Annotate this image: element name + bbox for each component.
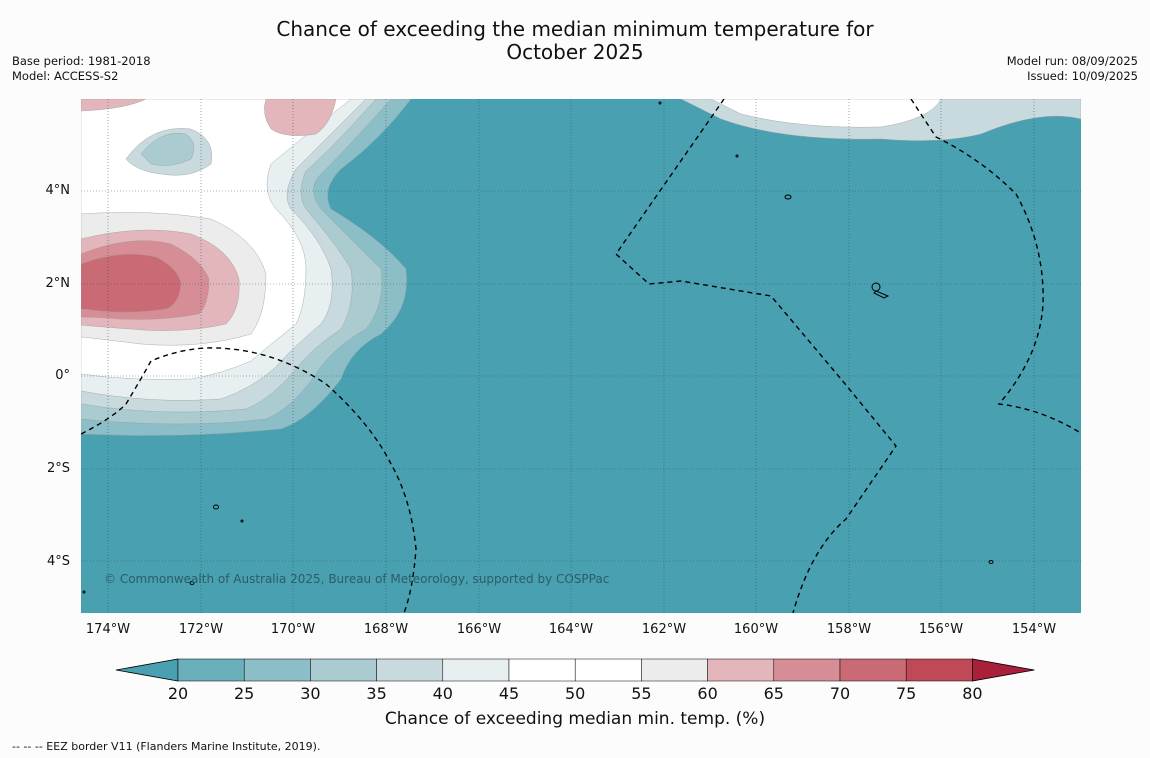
island-9 (240, 519, 244, 523)
colorbar-arrow-high (972, 658, 1035, 682)
colorbar-segment (707, 658, 775, 682)
issued-date: Issued: 10/09/2025 (1027, 69, 1138, 83)
y-tick-2s: 2°S (46, 461, 70, 476)
x-tick-156w: 156°W (918, 622, 964, 637)
contour-65-north (264, 99, 337, 136)
y-tick-0: 0° (55, 368, 70, 383)
title-line-2: October 2025 (506, 40, 644, 64)
colorbar-tick-label: 40 (432, 684, 453, 703)
title-line-1: Chance of exceeding the median minimum t… (276, 17, 874, 41)
colorbar-tick-label: 20 (167, 684, 189, 703)
x-tick-158w: 158°W (826, 622, 872, 637)
colorbar-tick-label: 30 (300, 684, 321, 703)
colorbar-segment (310, 658, 377, 682)
colorbar-tick-label: 35 (366, 684, 387, 703)
colorbar-tick-label: 60 (697, 684, 718, 703)
colorbar-segment (574, 658, 642, 682)
contour-blue-cell (140, 133, 195, 166)
colorbar-segment (641, 658, 708, 682)
island-1 (784, 194, 792, 200)
island-8 (658, 101, 662, 105)
colorbar-tick-label: 80 (962, 684, 983, 703)
colorbar-segment (839, 658, 907, 682)
colorbar-segment (243, 658, 311, 682)
contour-75 (81, 254, 182, 313)
eez-border-east (910, 99, 1080, 433)
colorbar-tick-label: 25 (234, 684, 255, 703)
island-6 (988, 560, 994, 564)
islands (82, 101, 994, 594)
x-tick-172w: 172°W (178, 622, 224, 637)
island-10 (82, 590, 86, 594)
eez-border-central (615, 99, 897, 613)
island-5 (189, 581, 195, 585)
colorbar-tick-label: 55 (631, 684, 652, 703)
colorbar-segment (376, 658, 444, 682)
map-title: Chance of exceeding the median minimum t… (0, 18, 1150, 64)
anomaly-contours (81, 99, 1081, 436)
y-tick-4n: 4°N (45, 183, 71, 198)
eez-border-west (81, 347, 417, 613)
island-4 (213, 504, 219, 510)
meta-left: Base period: 1981-2018 Model: ACCESS-S2 (12, 54, 151, 84)
meta-right: Model run: 08/09/2025 Issued: 10/09/2025 (1007, 54, 1138, 84)
x-tick-154w: 154°W (1011, 622, 1057, 637)
colorbar-segment (442, 658, 510, 682)
eez-borders (81, 99, 1080, 613)
model-run: Model run: 08/09/2025 (1006, 54, 1138, 68)
colorbar-segment (773, 658, 841, 682)
colorbar (115, 658, 1035, 682)
x-tick-168w: 168°W (363, 622, 409, 637)
colorbar-tick-label: 50 (565, 684, 586, 703)
model-name: Model: ACCESS-S2 (12, 69, 119, 83)
colorbar-arrow-low (115, 658, 179, 682)
x-tick-164w: 164°W (548, 622, 594, 637)
x-tick-170w: 170°W (270, 622, 316, 637)
colorbar-segment (508, 658, 576, 682)
colorbar-tick-label: 70 (829, 684, 851, 703)
colorbar-segment (177, 658, 245, 682)
island-3 (873, 290, 890, 299)
map-panel (81, 99, 1081, 613)
eez-footnote: -- -- -- EEZ border V11 (Flanders Marine… (12, 740, 321, 753)
x-tick-174w: 174°W (85, 622, 131, 637)
y-tick-2n: 2°N (45, 276, 71, 291)
contour-northeast-band-white (710, 99, 942, 128)
x-tick-162w: 162°W (641, 622, 687, 637)
colorbar-title: Chance of exceeding median min. temp. (%… (384, 709, 766, 729)
copyright-notice: © Commonwealth of Australia 2025, Bureau… (104, 572, 610, 586)
colorbar-tick-label: 75 (896, 684, 917, 703)
base-period: Base period: 1981-2018 (12, 54, 151, 68)
colorbar-tick-label: 65 (763, 684, 784, 703)
contour-60-northwest (81, 99, 147, 112)
colorbar-segment (905, 658, 973, 682)
x-tick-166w: 166°W (456, 622, 502, 637)
x-tick-160w: 160°W (733, 622, 779, 637)
island-7 (735, 154, 739, 158)
colorbar-tick-label: 45 (498, 684, 520, 703)
y-tick-4s: 4°S (46, 554, 70, 569)
